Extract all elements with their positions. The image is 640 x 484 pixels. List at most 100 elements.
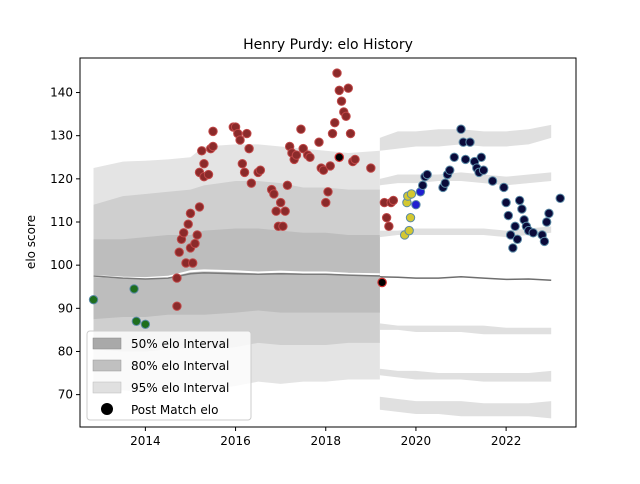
data-point-s1-56: [332, 68, 342, 78]
data-point-s1-55: [330, 118, 340, 128]
data-point-s3-0: [411, 200, 421, 210]
band-80-lower-period-2: [379, 368, 552, 382]
data-point-s4-34: [544, 208, 554, 219]
data-point-s4-6: [445, 165, 455, 175]
data-point-s1-53: [325, 161, 335, 171]
data-point-s1-37: [278, 221, 288, 232]
data-point-s1-26: [239, 167, 250, 178]
data-point-s1-64: [350, 154, 360, 165]
y-tick-label-6: 130: [50, 129, 73, 143]
chart-title: Henry Purdy: elo History: [243, 37, 413, 53]
data-point-s1-25: [237, 159, 248, 169]
data-point-s4-20: [503, 210, 514, 221]
data-point-s4-32: [539, 236, 550, 247]
data-point-s0-0: [88, 294, 99, 305]
data-point-s1-20: [208, 141, 218, 152]
plot-area: [79, 57, 577, 428]
data-point-s0-1: [129, 284, 139, 294]
data-point-s1-10: [190, 238, 200, 249]
data-point-s1-24: [235, 135, 245, 145]
y-tick-label-7: 140: [50, 86, 73, 100]
data-point-s4-7: [449, 152, 459, 162]
data-point-s1-65: [366, 163, 376, 173]
data-point-s1-58: [336, 96, 347, 106]
legend-frame: [86, 330, 252, 421]
x-tick-label-1: 2016: [220, 434, 251, 448]
data-point-s1-6: [183, 219, 193, 229]
data-point-s1-15: [199, 159, 209, 169]
data-point-s1-34: [271, 206, 281, 216]
y-tick-label-5: 120: [50, 172, 73, 186]
data-point-s0-2: [131, 316, 142, 326]
data-point-s1-52: [323, 187, 333, 197]
data-point-s1-45: [298, 143, 308, 154]
plot-frame: [79, 57, 577, 428]
y-tick-label-2: 90: [58, 301, 73, 315]
data-point-s1-11: [192, 230, 202, 240]
data-point-s2-5: [406, 189, 417, 199]
data-point-s1-57: [334, 85, 344, 96]
y-axis-label: elo score: [24, 215, 38, 269]
data-point-s1-14: [197, 146, 207, 156]
x-axis: 2014 2016 2018 2020 2022: [130, 427, 521, 448]
data-point-s4-10: [460, 154, 471, 165]
y-tick-label-1: 80: [58, 344, 73, 358]
mean-line-period-1: [93, 272, 380, 280]
data-point-s1-4: [179, 228, 189, 238]
data-point-s1-68: [384, 221, 394, 232]
mean-highlight-line: [93, 269, 380, 280]
data-point-s1-9: [188, 258, 198, 268]
legend: 50% elo Interval 80% elo Interval 95% el…: [86, 330, 252, 421]
data-point-s1-7: [185, 208, 196, 219]
y-tick-label-0: 70: [58, 388, 73, 402]
data-point-s4-16: [478, 165, 489, 175]
data-point-s4-0: [417, 180, 428, 191]
post-match-point-0: [334, 152, 345, 163]
data-point-s1-47: [305, 152, 315, 162]
data-point-s1-36: [275, 197, 286, 208]
data-point-s4-24: [512, 234, 523, 244]
data-point-s1-61: [343, 83, 353, 93]
data-point-s1-33: [269, 189, 279, 199]
data-point-s2-4: [405, 212, 416, 223]
interval-bands: [93, 124, 552, 419]
data-point-s1-29: [246, 178, 257, 188]
data-point-s4-2: [422, 169, 432, 180]
data-point-s4-8: [456, 124, 466, 134]
data-point-s1-44: [296, 124, 306, 134]
data-point-s1-28: [244, 143, 254, 154]
post-match-point-1: [377, 277, 387, 288]
x-tick-label-0: 2014: [130, 434, 161, 448]
legend-label-95: 95% elo Interval: [131, 381, 229, 395]
y-axis: 70 80 90 100 110 120 130 140: [50, 86, 80, 402]
data-point-s4-15: [476, 152, 487, 162]
data-point-s4-18: [499, 182, 509, 193]
data-point-s4-25: [514, 195, 525, 206]
data-point-s1-54: [327, 128, 338, 139]
legend-marker-post-match: [101, 403, 113, 415]
data-point-s1-43: [291, 150, 302, 160]
data-point-s4-30: [528, 228, 538, 238]
band-95-lower-period-2: [379, 396, 552, 419]
data-point-s4-23: [510, 221, 520, 232]
data-point-s1-2: [174, 247, 184, 257]
data-point-s1-48: [314, 137, 324, 147]
data-point-s1-1: [172, 273, 182, 283]
data-point-s1-39: [282, 180, 293, 191]
data-point-s1-31: [255, 165, 266, 175]
data-point-s4-33: [541, 217, 552, 227]
data-point-s4-4: [440, 178, 450, 188]
data-point-s1-27: [242, 128, 252, 139]
y-tick-label-4: 110: [50, 215, 73, 229]
data-point-s1-12: [194, 202, 205, 212]
data-point-s1-0: [172, 301, 182, 311]
data-point-s4-21: [505, 230, 516, 240]
band-95-upper-period-2: [379, 124, 552, 151]
legend-swatch-50: [92, 337, 122, 350]
data-points: [88, 68, 565, 329]
data-point-s4-11: [465, 137, 475, 147]
data-point-s4-22: [508, 243, 518, 253]
data-point-s1-62: [345, 128, 356, 139]
